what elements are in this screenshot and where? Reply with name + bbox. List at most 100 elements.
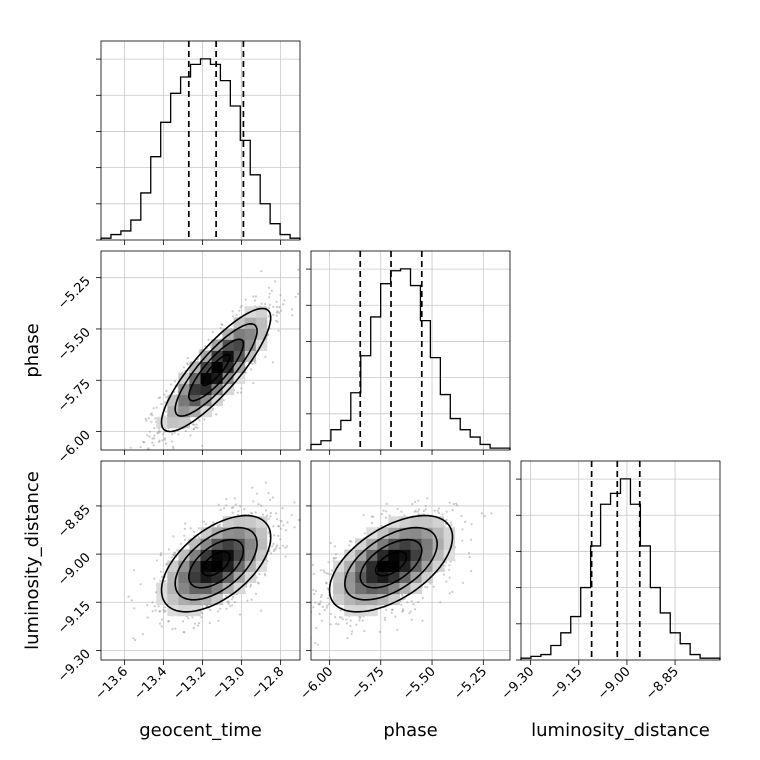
sample-point (151, 437, 154, 440)
sample-point (204, 523, 207, 526)
sample-point (363, 532, 366, 535)
density-cell (167, 593, 179, 606)
sample-point (296, 292, 300, 295)
sample-point (437, 511, 441, 514)
sample-point (312, 588, 315, 591)
sample-point (151, 414, 154, 417)
sample-point (254, 511, 257, 514)
density-cell (222, 339, 235, 351)
sample-point (219, 508, 222, 511)
sample-point (445, 518, 448, 522)
hist-panel-phase (306, 250, 511, 455)
density-cell (200, 593, 212, 606)
sample-point (239, 505, 242, 508)
sample-point (277, 525, 280, 528)
density-cell (167, 560, 179, 572)
sample-point (380, 513, 383, 516)
sample-point (161, 433, 164, 436)
sample-point (326, 597, 330, 600)
sample-point (201, 444, 204, 447)
sample-point (172, 447, 175, 450)
sample-point (183, 538, 187, 542)
density-cell (255, 538, 268, 550)
sample-point (390, 611, 393, 614)
density-cell (421, 571, 434, 584)
sample-point (198, 419, 201, 422)
sample-point (105, 467, 107, 469)
sample-point (217, 619, 220, 622)
density-cell (211, 383, 224, 396)
sample-point (231, 595, 235, 599)
sample-point (146, 434, 149, 437)
sample-point (257, 582, 260, 585)
density-cell (189, 383, 201, 396)
density-cell (222, 538, 235, 550)
density-cell (178, 405, 190, 418)
sample-point (276, 310, 279, 313)
sample-point (410, 600, 413, 603)
density-cell (178, 372, 190, 385)
density-cell (421, 516, 434, 528)
hist-phase-frame (310, 250, 511, 451)
sample-point (229, 605, 232, 608)
density-cell (421, 549, 434, 561)
sample-point (406, 601, 409, 604)
contour-1sigma (188, 538, 245, 589)
density-cell (377, 571, 389, 584)
sample-point (438, 507, 441, 510)
sample-point (150, 412, 153, 415)
sample-point (271, 545, 274, 548)
sample-point (157, 397, 160, 400)
contour-0.5sigma (201, 550, 231, 577)
density-cell (399, 582, 411, 595)
sample-point (468, 555, 471, 559)
density-cell (222, 560, 235, 572)
sample-point (294, 295, 297, 298)
sample-point (315, 626, 318, 630)
sample-point (338, 616, 341, 619)
sample-point (152, 444, 155, 447)
sample-point (163, 610, 166, 614)
sample-point (150, 420, 153, 423)
density-cell (388, 571, 400, 584)
sample-point (191, 616, 194, 619)
sample-point (321, 605, 324, 609)
sample-point (334, 616, 337, 619)
contour-0.5sigma (374, 550, 408, 577)
density-cell (421, 527, 434, 539)
sample-point (318, 612, 321, 616)
density-cell (255, 306, 268, 318)
sample-point (148, 435, 151, 438)
density-cell (178, 571, 190, 584)
sample-point (183, 534, 186, 537)
panel-luminosity_distance-vs-geocent_time-xtick-label: −13.4 (131, 664, 170, 703)
sample-point (421, 619, 424, 622)
density-cell (178, 416, 190, 429)
sample-point (275, 319, 278, 322)
sample-point (225, 504, 228, 507)
density-cell (189, 571, 201, 584)
sample-point (275, 311, 278, 314)
density-cell (211, 582, 224, 595)
density-cell (344, 593, 356, 606)
sample-point (281, 507, 284, 510)
sample-point (319, 569, 322, 572)
sample-point (230, 506, 233, 509)
panel-luminosity_distance-vs-phase-content (311, 497, 493, 646)
sample-point (283, 299, 286, 302)
sample-point (370, 515, 373, 518)
sample-point (363, 630, 366, 633)
sample-point (159, 552, 163, 555)
sample-point (383, 616, 387, 619)
sample-point (160, 402, 163, 406)
density-cell (432, 560, 445, 572)
density-cell (443, 538, 456, 550)
sample-point (293, 501, 296, 504)
sample-point (358, 619, 361, 622)
sample-point (244, 371, 247, 374)
sample-point (260, 270, 263, 273)
sample-point (246, 599, 249, 602)
sample-point (414, 608, 417, 611)
sample-point (275, 305, 279, 309)
